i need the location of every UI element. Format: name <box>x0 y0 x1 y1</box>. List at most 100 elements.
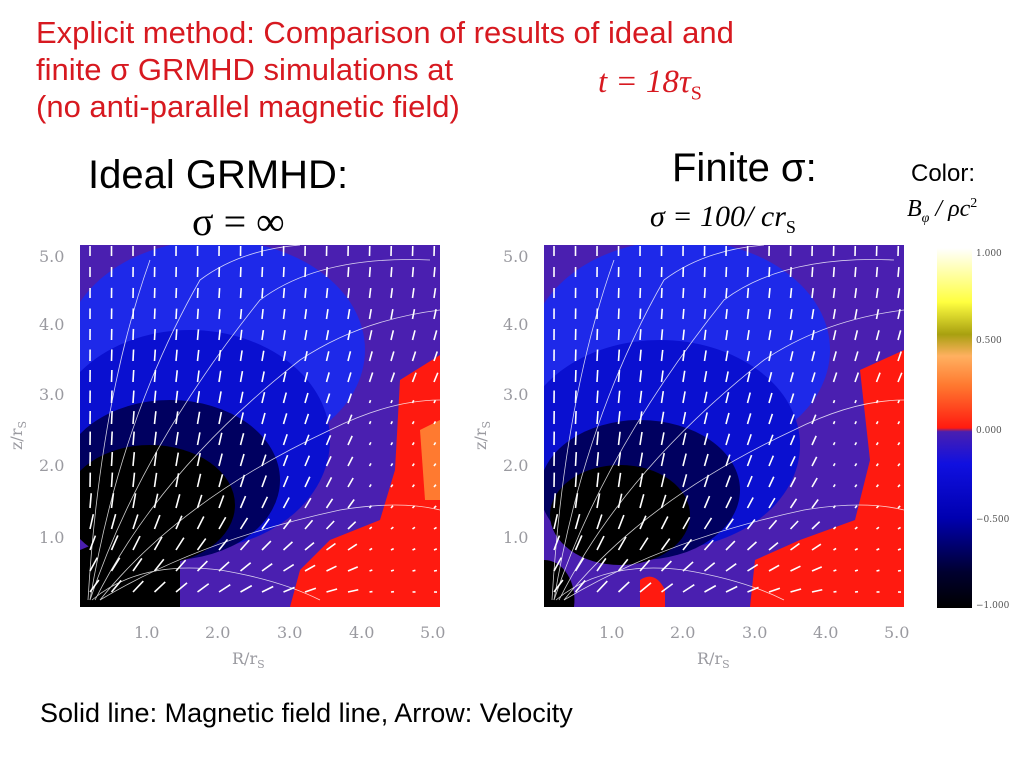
velocity-arrow <box>875 372 881 383</box>
velocity-arrow <box>433 463 437 467</box>
velocity-arrow <box>347 287 350 299</box>
velocity-arrow <box>660 349 664 362</box>
velocity-arrow <box>639 582 652 593</box>
velocity-arrow <box>897 330 902 341</box>
velocity-arrow <box>196 538 207 551</box>
velocity-arrow <box>832 372 838 383</box>
y-tick: 5.0 <box>503 247 528 266</box>
velocity-arrow <box>854 399 857 404</box>
velocity-arrow <box>789 330 794 341</box>
velocity-arrow <box>746 329 750 341</box>
velocity-arrow <box>325 476 333 488</box>
velocity-arrow <box>746 541 757 551</box>
velocity-arrow <box>574 579 586 593</box>
velocity-arrow <box>682 538 693 551</box>
ideal-grmhd-heading: Ideal GRMHD: <box>88 153 349 197</box>
velocity-arrow <box>617 472 622 488</box>
velocity-arrow <box>218 391 222 404</box>
velocity-arrow <box>390 526 394 530</box>
velocity-arrows-right <box>553 245 903 593</box>
velocity-arrow <box>239 350 243 362</box>
velocity-arrow <box>725 563 737 572</box>
velocity-arrow <box>325 455 332 467</box>
velocity-arrow <box>239 433 245 446</box>
velocity-arrow <box>789 435 796 446</box>
velocity-arrow <box>682 329 685 341</box>
velocity-arrow <box>660 473 666 488</box>
velocity-arrow <box>196 432 201 446</box>
velocity-arrow <box>218 495 225 509</box>
velocity-arrow <box>153 370 157 383</box>
velocity-arrow <box>175 452 180 467</box>
velocity-arrow <box>789 308 793 320</box>
velocity-arrow <box>239 287 242 299</box>
velocity-arrow <box>875 505 880 509</box>
velocity-arrow <box>897 351 902 362</box>
velocity-arrow <box>811 566 823 572</box>
velocity-arrow <box>725 496 733 509</box>
velocity-arrow <box>790 588 802 593</box>
velocity-arrow <box>682 561 694 572</box>
velocity-arrow <box>617 390 621 404</box>
velocity-arrow <box>833 569 837 572</box>
velocity-arrow <box>832 505 836 509</box>
velocity-arrow <box>574 410 577 425</box>
velocity-arrow <box>132 535 141 551</box>
velocity-arrow <box>854 463 858 467</box>
finite-sigma-equation: σ = 100/ crS <box>650 200 796 237</box>
velocity-arrow <box>175 411 179 425</box>
velocity-arrow <box>660 411 665 425</box>
velocity-arrow <box>110 493 115 509</box>
velocity-arrow <box>574 493 579 509</box>
velocity-arrow <box>261 563 273 572</box>
y-axis-label: z/rS <box>471 421 493 450</box>
velocity-arrow <box>725 308 728 320</box>
velocity-arrow <box>110 557 121 572</box>
velocity-arrow <box>596 390 599 404</box>
velocity-arrow <box>596 431 599 446</box>
velocity-arrow <box>811 588 823 593</box>
velocity-arrow <box>196 411 201 425</box>
finite-sigma-plot <box>544 245 904 607</box>
velocity-arrow <box>725 350 729 362</box>
velocity-arrow <box>639 329 642 341</box>
velocity-arrow <box>239 562 252 572</box>
x-tick: 5.0 <box>884 623 909 642</box>
velocity-arrow <box>347 499 355 509</box>
velocity-arrow <box>553 535 561 551</box>
velocity-arrow <box>390 351 395 362</box>
velocity-arrow <box>261 585 274 593</box>
x-tick: 4.0 <box>813 623 838 642</box>
colorbar-tick: −1.000 <box>976 601 1010 611</box>
velocity-arrow <box>304 587 317 593</box>
velocity-arrow <box>239 474 246 488</box>
velocity-arrow <box>574 431 577 446</box>
velocity-arrow <box>196 452 202 467</box>
velocity-arrow <box>411 505 416 509</box>
velocity-arrow <box>832 420 836 425</box>
velocity-arrow <box>832 309 837 320</box>
velocity-arrow <box>789 455 796 467</box>
velocity-arrow <box>703 329 707 341</box>
velocity-arrow <box>746 497 754 509</box>
finite-sigma-heading: Finite σ: <box>672 146 817 190</box>
velocity-arrow <box>261 454 267 467</box>
velocity-arrow <box>153 581 166 593</box>
velocity-arrow <box>876 548 880 551</box>
velocity-arrow <box>239 453 245 467</box>
velocity-arrow <box>153 349 157 362</box>
velocity-arrow <box>897 569 902 572</box>
velocity-arrow <box>132 580 144 593</box>
velocity-arrow <box>617 349 621 362</box>
velocity-arrow <box>574 557 585 572</box>
colorbar-tick: −0.500 <box>976 515 1010 525</box>
velocity-arrow <box>897 399 901 404</box>
velocity-arrow <box>347 330 351 341</box>
velocity-arrow <box>617 370 621 383</box>
velocity-arrow <box>660 329 664 341</box>
velocity-arrow <box>596 452 600 467</box>
velocity-arrow <box>196 390 201 404</box>
velocity-arrow <box>661 583 674 593</box>
colorbar-tick: 1.000 <box>976 249 1002 259</box>
